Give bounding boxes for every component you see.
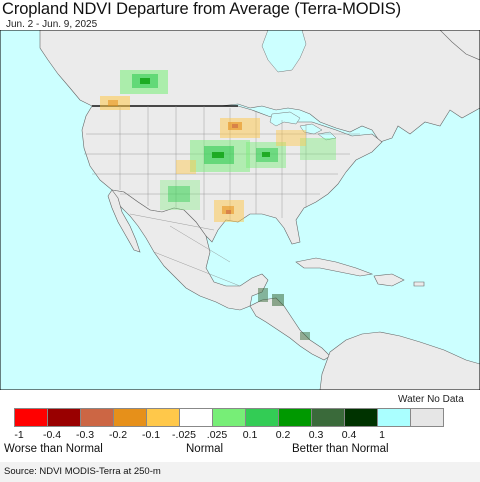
map-panel [0,30,480,390]
legend-tick-label: -1 [14,429,24,441]
swatch-pos03 [278,408,312,427]
legend-tick-label: 1 [379,429,385,441]
legend-tick-label: 0.2 [275,429,291,441]
swatch-pos04 [311,408,345,427]
swatch-neg04 [47,408,81,427]
legend-tick-label: -0.4 [42,429,62,441]
legend-tick-label: -0.1 [141,429,161,441]
swatch-neg01 [146,408,180,427]
great-lakes [269,111,337,141]
worse-than-normal-label: Worse than Normal [4,443,103,455]
north-america-map [0,30,480,390]
hudson-bay [261,30,307,73]
swatch-pos1 [344,408,378,427]
swatch-nodata [410,408,444,427]
swatch-normal [179,408,213,427]
source-bar [0,462,480,482]
date-range: Jun. 2 - Jun. 9, 2025 [6,19,98,30]
source-credit: Source: NDVI MODIS-Terra at 250-m [4,466,161,477]
puerto-rico [413,281,425,287]
swatch-pos01 [212,408,246,427]
water-no-data-label: Water No Data [398,394,464,405]
canada-landmass [39,30,480,143]
cuba [295,257,374,277]
legend-tick-label: -0.3 [75,429,95,441]
swatch-pos02 [245,408,279,427]
swatch-neg02 [113,408,147,427]
legend-tick-label: -.025 [172,429,196,441]
legend-tick-label: .025 [206,429,228,441]
swatch-water [377,408,411,427]
legend-swatch-row [14,408,444,428]
legend-tick-row: -1 -0.4 -0.3 -0.2 -0.1 -.025 .025 0.1 0.2 0.3 0.4 1 [0,429,480,443]
hispaniola [373,273,405,287]
greenland [439,30,480,61]
baja-california [107,189,141,253]
swatch-neg03 [80,408,114,427]
legend-tick-label: 0.1 [242,429,258,441]
normal-label: Normal [186,443,224,455]
better-than-normal-label: Better than Normal [292,443,389,455]
map-title: Cropland NDVI Departure from Average (Te… [2,0,402,18]
legend: Water No Data -1 -0.4 -0.3 -0.2 -0.1 -.025 .02… [0,392,480,462]
mexico-landmass [111,189,269,311]
legend-category-row: Worse than Normal Normal Better than Nor… [0,443,480,457]
south-america [319,331,480,390]
ndvi-cropland-pixels [100,70,336,340]
legend-tick-label: -0.2 [108,429,128,441]
swatch-neg1 [14,408,48,427]
legend-tick-label: 0.4 [341,429,357,441]
legend-tick-label: 0.3 [308,429,324,441]
